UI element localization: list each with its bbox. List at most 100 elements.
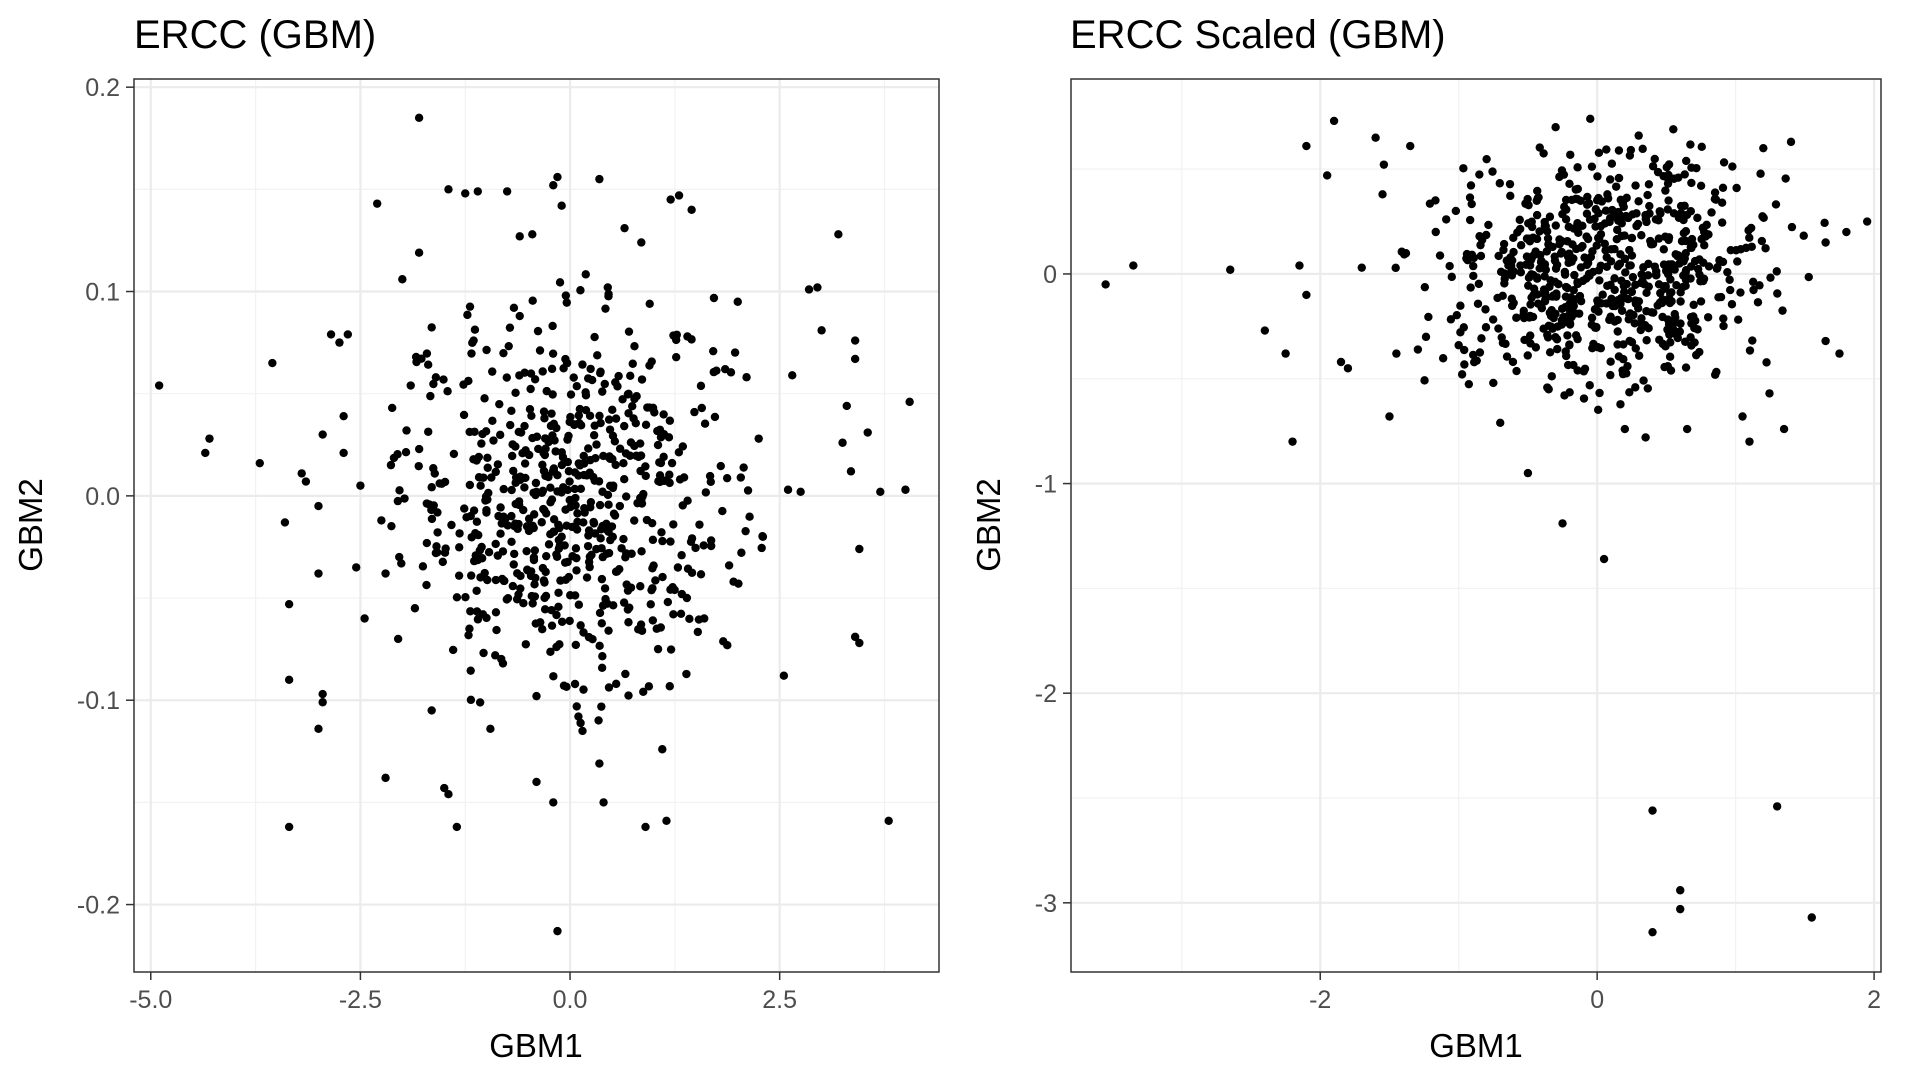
data-point xyxy=(1804,272,1813,282)
data-point xyxy=(571,493,580,503)
data-point xyxy=(712,366,721,375)
data-point xyxy=(694,615,704,624)
data-point xyxy=(1698,274,1708,283)
data-point xyxy=(518,449,527,458)
data-point xyxy=(427,706,436,715)
data-point xyxy=(1475,170,1484,179)
data-point xyxy=(1515,224,1525,234)
data-point xyxy=(530,592,540,601)
data-point xyxy=(1391,263,1400,273)
data-point xyxy=(588,472,598,482)
data-point xyxy=(669,520,678,529)
data-point xyxy=(1677,236,1687,246)
data-point xyxy=(1687,178,1696,188)
data-point xyxy=(479,473,488,482)
data-point xyxy=(439,375,448,384)
data-point xyxy=(637,547,646,556)
data-point xyxy=(687,205,696,214)
data-point xyxy=(553,471,562,480)
data-point xyxy=(414,113,424,123)
data-point xyxy=(1617,231,1627,241)
data-point xyxy=(1473,299,1483,308)
data-point xyxy=(505,323,515,332)
data-point xyxy=(677,551,686,560)
data-point xyxy=(1561,215,1571,224)
data-point xyxy=(1593,405,1603,415)
data-point xyxy=(1641,214,1651,224)
data-point xyxy=(1725,285,1735,295)
data-point xyxy=(422,538,432,548)
data-point xyxy=(783,485,793,494)
data-point xyxy=(1489,378,1498,388)
data-point xyxy=(503,521,512,530)
data-point xyxy=(492,625,501,635)
data-point xyxy=(1779,424,1789,434)
data-point xyxy=(637,496,646,505)
data-point xyxy=(563,557,572,567)
data-point xyxy=(557,201,566,210)
data-point xyxy=(623,390,633,399)
data-point xyxy=(653,440,663,450)
data-point xyxy=(1648,927,1657,937)
data-point xyxy=(438,557,447,567)
data-point xyxy=(611,378,620,387)
data-point xyxy=(1532,274,1542,283)
data-point xyxy=(1431,227,1440,237)
data-point xyxy=(549,515,559,524)
axis-ticks: -2 0 2 -3 -2 -1 0 xyxy=(1035,261,1881,1014)
data-point xyxy=(1606,357,1615,366)
data-point xyxy=(1553,344,1562,354)
data-point xyxy=(1700,241,1709,250)
data-point xyxy=(648,535,658,545)
data-point xyxy=(863,428,872,437)
data-point xyxy=(483,463,492,472)
data-point xyxy=(574,712,583,721)
data-point xyxy=(1560,391,1569,400)
data-point xyxy=(548,432,557,441)
data-point xyxy=(590,332,599,342)
data-point xyxy=(563,485,572,495)
data-point xyxy=(499,484,508,494)
data-point xyxy=(1435,251,1445,260)
data-point xyxy=(1592,196,1602,205)
data-point xyxy=(528,599,537,608)
data-point xyxy=(637,626,647,635)
data-point xyxy=(541,471,550,481)
data-point xyxy=(876,487,885,496)
data-point xyxy=(1669,125,1678,134)
data-point xyxy=(1645,201,1654,211)
data-point xyxy=(534,444,543,454)
data-point xyxy=(1639,376,1648,385)
data-point xyxy=(1620,424,1630,434)
data-point xyxy=(441,544,450,553)
data-point xyxy=(1322,171,1332,180)
data-point xyxy=(1664,294,1674,303)
data-point xyxy=(1549,291,1558,300)
data-point xyxy=(675,475,685,484)
data-point xyxy=(1454,341,1463,350)
data-point xyxy=(663,597,673,607)
data-point xyxy=(624,327,634,336)
data-point xyxy=(521,473,530,483)
data-point xyxy=(587,375,597,385)
data-point xyxy=(1525,261,1535,270)
data-point xyxy=(502,187,512,196)
data-point xyxy=(554,588,563,597)
data-point xyxy=(1680,170,1689,179)
data-point xyxy=(1759,213,1768,223)
data-point xyxy=(838,438,847,447)
data-point xyxy=(549,464,559,473)
data-point xyxy=(507,485,516,495)
data-point xyxy=(499,348,508,358)
data-point xyxy=(535,346,545,355)
data-point xyxy=(1719,158,1729,167)
data-point xyxy=(548,321,557,331)
data-point xyxy=(386,460,396,470)
data-point xyxy=(599,798,608,807)
data-point xyxy=(1501,339,1510,349)
data-point xyxy=(1663,179,1673,188)
data-point xyxy=(572,382,582,391)
data-point xyxy=(1613,327,1622,336)
data-point xyxy=(666,645,676,654)
data-point xyxy=(1745,233,1754,242)
